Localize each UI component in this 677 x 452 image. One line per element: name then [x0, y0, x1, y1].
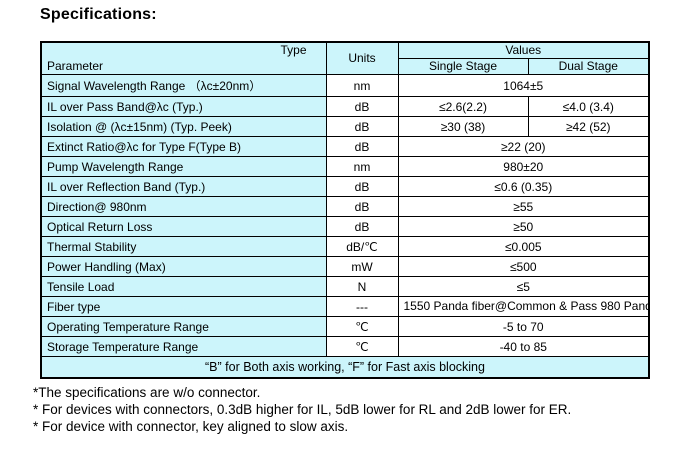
values-header-cell: Values [397, 41, 650, 59]
units-cell: dB [325, 176, 399, 197]
units-cell: ℃ [325, 316, 399, 337]
param-cell: IL over Pass Band@λc (Typ.) [40, 96, 327, 117]
value-cell: -5 to 70 [397, 316, 650, 337]
value-cell: 1550 Panda fiber@Common & Pass 980 Panda… [397, 296, 650, 317]
units-cell: ℃ [325, 336, 399, 357]
dual-value-cell: ≥42 (52) [527, 116, 650, 137]
units-cell: mW [325, 256, 399, 277]
footnote-line: * For device with connector, key aligned… [33, 419, 349, 434]
table-row: Direction@ 980nm dB ≥55 [40, 196, 650, 217]
value-cell: ≤5 [397, 276, 650, 297]
table-footer-row: “B” for Both axis working, “F” for Fast … [40, 356, 650, 379]
single-value-cell: ≥30 (38) [397, 116, 529, 137]
units-cell: dB [325, 116, 399, 137]
units-cell: dB [325, 196, 399, 217]
units-cell: dB [325, 96, 399, 117]
param-cell: Fiber type [40, 296, 327, 317]
param-cell: Thermal Stability [40, 236, 327, 257]
table-row: Fiber type --- 1550 Panda fiber@Common &… [40, 296, 650, 317]
param-cell: Direction@ 980nm [40, 196, 327, 217]
param-cell: Isolation @ (λc±15nm) (Typ. Peek) [40, 116, 327, 137]
param-cell: Storage Temperature Range [40, 336, 327, 357]
units-cell: nm [325, 156, 399, 177]
table-row: Isolation @ (λc±15nm) (Typ. Peek) dB ≥30… [40, 116, 650, 137]
header-row-stages: Single Stage Dual Stage [41, 58, 650, 75]
value-cell: ≥55 [397, 196, 650, 217]
table-row: Storage Temperature Range ℃ -40 to 85 [40, 336, 650, 357]
value-cell: ≥50 [397, 216, 650, 237]
table-row: Operating Temperature Range ℃ -5 to 70 [40, 316, 650, 337]
single-value-cell: ≤2.6(2.2) [397, 96, 529, 117]
param-cell: Optical Return Loss [40, 216, 327, 237]
param-cell: Pump Wavelength Range [40, 156, 327, 177]
single-stage-header-cell: Single Stage [397, 58, 529, 75]
value-cell: 1064±5 [397, 74, 650, 97]
dual-stage-header-cell: Dual Stage [527, 58, 650, 75]
page-title: Specifications: [40, 6, 157, 23]
footnote-line: * For devices with connectors, 0.3dB hig… [33, 402, 572, 417]
units-cell: N [325, 276, 399, 297]
units-cell: dB [325, 136, 399, 157]
dual-value-cell: ≤4.0 (3.4) [527, 96, 650, 117]
param-cell: Operating Temperature Range [40, 316, 327, 337]
param-cell: Power Handling (Max) [40, 256, 327, 277]
table-row: Thermal Stability dB/℃ ≤0.005 [40, 236, 650, 257]
parameter-header-label: Parameter [47, 59, 104, 73]
param-cell: IL over Reflection Band (Typ.) [40, 176, 327, 197]
table-row: Signal Wavelength Range （λc±20nm） nm 106… [40, 74, 650, 97]
units-cell: --- [325, 296, 399, 317]
header-row-values: Type Parameter Units Values [40, 41, 650, 75]
table-row: Power Handling (Max) mW ≤500 [40, 256, 650, 277]
type-header-label: Type [280, 43, 307, 57]
table-row: IL over Reflection Band (Typ.) dB ≤0.6 (… [40, 176, 650, 197]
axis-note-cell: “B” for Both axis working, “F” for Fast … [40, 356, 650, 379]
value-cell: ≥22 (20) [397, 136, 650, 157]
units-cell: nm [325, 74, 399, 97]
units-cell: dB/℃ [325, 236, 399, 257]
table-row: Extinct Ratio@λc for Type F(Type B) dB ≥… [40, 136, 650, 157]
value-cell: -40 to 85 [397, 336, 650, 357]
table-row: IL over Pass Band@λc (Typ.) dB ≤2.6(2.2)… [40, 96, 650, 117]
footnotes: *The specifications are w/o connector. *… [33, 384, 571, 435]
table-row: Tensile Load N ≤5 [40, 276, 650, 297]
units-header-cell: Units [325, 41, 399, 75]
value-cell: ≤500 [397, 256, 650, 277]
table-row: Optical Return Loss dB ≥50 [40, 216, 650, 237]
footnote-line: *The specifications are w/o connector. [33, 385, 261, 400]
units-cell: dB [325, 216, 399, 237]
param-cell: Tensile Load [40, 276, 327, 297]
param-type-header-cell: Type Parameter [40, 41, 327, 75]
specifications-table: Type Parameter Units Values Single Stage… [40, 41, 650, 379]
param-cell: Signal Wavelength Range （λc±20nm） [40, 74, 327, 97]
table-row: Pump Wavelength Range nm 980±20 [40, 156, 650, 177]
value-cell: ≤0.6 (0.35) [397, 176, 650, 197]
value-cell: 980±20 [397, 156, 650, 177]
value-cell: ≤0.005 [397, 236, 650, 257]
param-cell: Extinct Ratio@λc for Type F(Type B) [40, 136, 327, 157]
